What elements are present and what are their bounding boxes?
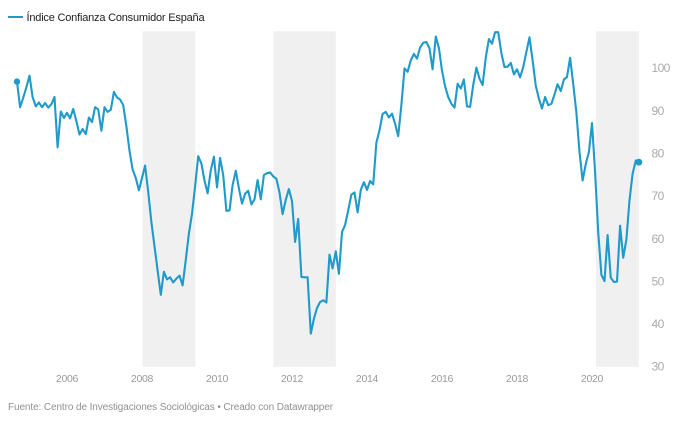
svg-text:80: 80 (652, 147, 665, 161)
svg-text:100: 100 (652, 61, 671, 75)
svg-text:40: 40 (652, 317, 665, 331)
svg-text:50: 50 (652, 275, 665, 289)
svg-text:70: 70 (652, 189, 665, 203)
svg-text:2006: 2006 (56, 373, 79, 385)
svg-text:2012: 2012 (281, 373, 304, 385)
svg-text:30: 30 (652, 360, 665, 374)
svg-text:2010: 2010 (206, 373, 229, 385)
svg-text:2014: 2014 (356, 373, 379, 385)
svg-text:2008: 2008 (131, 373, 154, 385)
svg-text:2020: 2020 (581, 373, 604, 385)
svg-text:90: 90 (652, 104, 665, 118)
svg-text:60: 60 (652, 232, 665, 246)
svg-text:2018: 2018 (506, 373, 529, 385)
svg-text:2016: 2016 (431, 373, 454, 385)
